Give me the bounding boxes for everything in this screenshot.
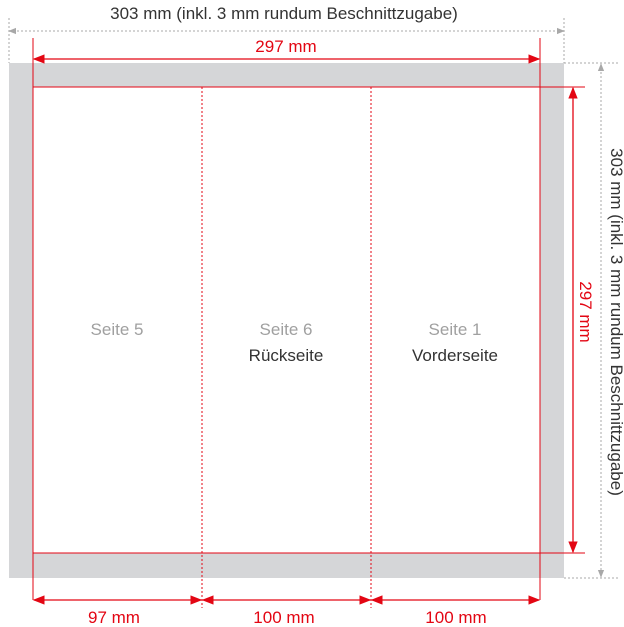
side-trim-label: 297 mm [576, 281, 595, 342]
panel-width-3: 100 mm [425, 608, 486, 627]
top-total-label: 303 mm (inkl. 3 mm rundum Beschnittzugab… [110, 4, 458, 23]
panel-page-1: Seite 5 [91, 320, 144, 339]
panel-role-3: Vorderseite [412, 346, 498, 365]
panel-role-2: Rückseite [249, 346, 324, 365]
panel-page-2: Seite 6 [260, 320, 313, 339]
panel-width-2: 100 mm [253, 608, 314, 627]
top-trim-label: 297 mm [255, 37, 316, 56]
panel-page-3: Seite 1 [429, 320, 482, 339]
trim-area [33, 87, 540, 553]
panel-width-1: 97 mm [88, 608, 140, 627]
side-total-label: 303 mm (inkl. 3 mm rundum Beschnittzugab… [607, 148, 624, 496]
